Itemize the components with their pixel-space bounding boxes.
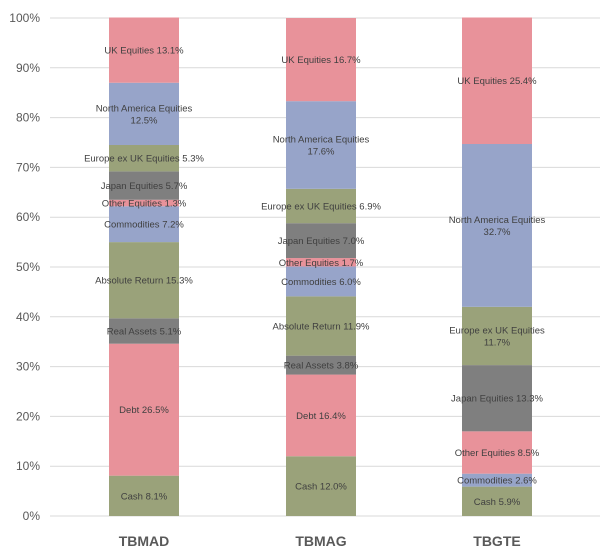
bar-segment	[286, 188, 356, 224]
bar-segment	[109, 199, 179, 207]
segment-label: Absolute Return 11.9%	[273, 322, 371, 333]
y-tick-label: 20%	[16, 409, 40, 423]
segment-label: Commodities 6.0%	[281, 277, 361, 288]
segment-label: Debt 26.5%	[119, 405, 169, 416]
bars	[109, 17, 532, 516]
y-tick-label: 0%	[23, 509, 41, 523]
y-tick-label: 80%	[16, 111, 40, 125]
segment-label: Absolute Return 15.3%	[95, 276, 193, 287]
segment-label: North America Equities 32.7%	[449, 215, 546, 238]
bar-segment	[109, 343, 179, 476]
y-tick-label: 100%	[9, 11, 40, 25]
bar-segment	[462, 17, 532, 144]
bar-segment	[462, 365, 532, 432]
bar-segment	[286, 223, 356, 259]
bar-segment	[286, 18, 356, 102]
bar-segment	[109, 318, 179, 344]
segment-label: Japan Equities 5.7%	[101, 181, 188, 192]
bar-segment	[286, 374, 356, 457]
y-tick-label: 90%	[16, 61, 40, 75]
y-tick-label: 30%	[16, 360, 40, 374]
bar-segment	[286, 456, 356, 516]
bar-segment	[462, 306, 532, 366]
bar-segment	[109, 82, 179, 145]
y-tick-label: 10%	[16, 459, 40, 473]
bar-segment	[109, 144, 179, 172]
segment-label: Cash 5.9%	[474, 497, 521, 508]
segment-label: UK Equities 16.7%	[281, 55, 361, 66]
bar-segment	[109, 206, 179, 243]
bar-segment	[462, 486, 532, 516]
segment-label: Europe ex UK Equities 11.7%	[449, 325, 545, 348]
x-axis-ticks: TBMAD TBMAG TBGTE	[119, 533, 521, 549]
y-tick-label: 70%	[16, 160, 40, 174]
segment-label: UK Equities 25.4%	[457, 76, 537, 87]
bar-segment	[286, 258, 356, 267]
bar-segment	[286, 101, 356, 189]
segment-label: Real Assets 5.1%	[107, 326, 182, 337]
segment-label: Japan Equities 13.3%	[451, 394, 543, 405]
segment-label: Commodities 7.2%	[104, 220, 184, 231]
bar-segment	[109, 242, 179, 319]
y-axis-ticks: 0% 10% 20% 30% 40% 50% 60% 70% 80% 90% 100%	[9, 11, 40, 523]
segment-label: Europe ex UK Equities 6.9%	[261, 201, 381, 212]
y-tick-label: 50%	[16, 260, 40, 274]
bar-segment	[462, 473, 532, 487]
segment-labels: Cash 8.1% Debt 26.5% Real Assets 5.1% Absol…	[84, 46, 545, 508]
segment-label: Europe ex UK Equities 5.3%	[84, 154, 204, 165]
bar-segment	[286, 266, 356, 297]
bar-segment	[286, 355, 356, 375]
x-tick-label: TBMAG	[295, 533, 346, 549]
bar-segment	[109, 17, 179, 83]
segment-label: North America Equities 17.6%	[273, 134, 370, 157]
segment-label: Other Equities 1.7%	[279, 258, 364, 269]
segment-label: Commodities 2.6%	[457, 476, 537, 487]
segment-label: UK Equities 13.1%	[104, 46, 184, 57]
segment-label: Other Equities 8.5%	[455, 448, 540, 459]
bar-segment	[109, 475, 179, 516]
bar-segment	[109, 171, 179, 200]
segment-label: Real Assets 3.8%	[284, 361, 359, 372]
y-tick-label: 40%	[16, 310, 40, 324]
x-tick-label: TBGTE	[473, 533, 520, 549]
segment-label: Cash 8.1%	[121, 491, 168, 502]
x-tick-label: TBMAD	[119, 533, 170, 549]
y-tick-label: 60%	[16, 210, 40, 224]
segment-label: Debt 16.4%	[296, 411, 346, 422]
segment-label: Other Equities 1.3%	[102, 199, 187, 210]
bar-segment	[462, 143, 532, 307]
segment-label: Cash 12.0%	[295, 482, 347, 493]
segment-label: Japan Equities 7.0%	[278, 236, 365, 247]
bar-segment	[286, 296, 356, 356]
segment-label: North America Equities 12.5%	[96, 103, 193, 126]
bar-segment	[462, 431, 532, 474]
